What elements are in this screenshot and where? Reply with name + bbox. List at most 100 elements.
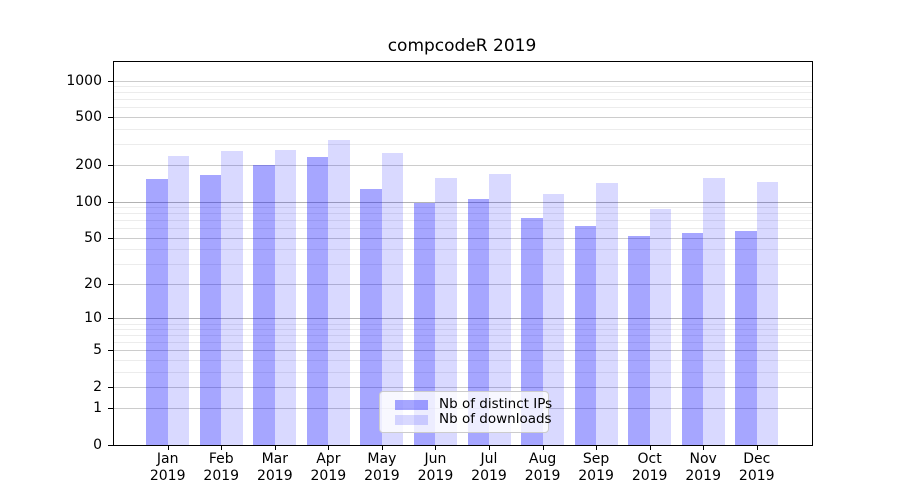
y-gridline bbox=[114, 117, 812, 119]
x-tick-year: 2019 bbox=[149, 468, 186, 484]
x-axis-tick bbox=[274, 445, 276, 450]
x-tick-year: 2019 bbox=[364, 468, 400, 484]
y-tick-label: 2 bbox=[93, 379, 102, 396]
x-tick-month: Sep bbox=[582, 451, 610, 467]
legend-item-distinct-ips: Nb of distinct IPs bbox=[395, 397, 552, 411]
x-tick-month: Aug bbox=[528, 451, 557, 467]
legend-item-downloads: Nb of downloads bbox=[395, 412, 552, 426]
y-tick-label: 200 bbox=[75, 157, 102, 174]
y-gridline-minor bbox=[114, 128, 812, 130]
y-tick-label: 5 bbox=[93, 342, 102, 359]
y-gridline-minor bbox=[114, 92, 812, 94]
bar-distinct-ips bbox=[413, 202, 436, 445]
y-gridline-minor bbox=[114, 323, 812, 325]
y-tick-label: 500 bbox=[75, 109, 102, 126]
bar-downloads bbox=[167, 155, 190, 445]
y-axis-tick bbox=[108, 165, 114, 167]
bar-distinct-ips bbox=[735, 230, 757, 445]
x-axis-tick bbox=[756, 445, 758, 450]
y-gridline-minor bbox=[114, 360, 812, 362]
y-gridline bbox=[114, 201, 812, 203]
y-gridline-minor bbox=[114, 329, 812, 331]
chart-title: compcodeR 2019 bbox=[387, 36, 537, 56]
legend-swatch-distinct-ips bbox=[395, 399, 428, 410]
x-tick-month: May bbox=[367, 451, 397, 467]
x-axis-tick bbox=[542, 445, 544, 450]
y-tick-label: 50 bbox=[84, 229, 102, 246]
x-tick-month: Jun bbox=[424, 451, 447, 467]
y-gridline-minor bbox=[114, 335, 812, 337]
x-tick-label: Sep 2019 bbox=[578, 451, 614, 485]
bar-distinct-ips bbox=[574, 226, 597, 445]
x-tick-label: Jan 2019 bbox=[150, 451, 186, 485]
plot-area: 0 1 2 5 10 20 50 100 200 500 1000 Jan 2019 Feb 2019 Mar… bbox=[66, 61, 813, 484]
bar-downloads bbox=[596, 183, 618, 445]
y-gridline bbox=[114, 350, 812, 352]
x-axis-tick bbox=[167, 445, 169, 450]
y-gridline-minor bbox=[114, 371, 812, 373]
x-tick-month: Oct bbox=[637, 451, 662, 467]
x-tick-year: 2019 bbox=[738, 468, 775, 484]
bar-downloads bbox=[703, 177, 725, 445]
legend-label-distinct-ips: Nb of distinct IPs bbox=[439, 396, 553, 412]
y-gridline bbox=[114, 80, 812, 82]
x-tick-year: 2019 bbox=[310, 468, 347, 484]
bar-distinct-ips bbox=[521, 217, 543, 445]
y-gridline-minor bbox=[114, 342, 812, 344]
bar-distinct-ips bbox=[628, 235, 650, 445]
x-tick-month: Feb bbox=[208, 451, 234, 467]
bar-distinct-ips bbox=[146, 178, 168, 445]
legend: Nb of distinct IPs Nb of downloads bbox=[379, 391, 552, 433]
x-axis-tick bbox=[489, 445, 490, 450]
y-axis-tick bbox=[108, 408, 114, 410]
bar-downloads bbox=[274, 150, 297, 445]
y-gridline bbox=[114, 237, 812, 239]
x-axis-tick bbox=[328, 445, 330, 450]
y-axis-tick bbox=[108, 201, 114, 203]
y-gridline bbox=[114, 165, 812, 167]
bar-downloads bbox=[328, 139, 350, 445]
x-tick-month: Dec bbox=[743, 451, 771, 467]
bar-distinct-ips bbox=[681, 232, 704, 445]
x-tick-year: 2019 bbox=[524, 468, 561, 484]
y-gridline bbox=[114, 284, 812, 286]
x-axis-tick bbox=[649, 445, 651, 450]
y-axis-tick bbox=[108, 284, 114, 286]
x-tick-month: Jul bbox=[480, 451, 498, 467]
y-gridline bbox=[114, 387, 812, 389]
y-gridline bbox=[114, 318, 812, 320]
x-tick-label: Dec 2019 bbox=[739, 451, 775, 485]
y-axis-tick bbox=[108, 117, 114, 119]
x-tick-month: Jan bbox=[156, 451, 179, 467]
y-gridline-minor bbox=[114, 220, 812, 222]
y-gridline-minor bbox=[114, 249, 812, 251]
bar-distinct-ips bbox=[253, 164, 275, 445]
y-gridline-minor bbox=[114, 207, 812, 208]
y-axis-tick bbox=[108, 318, 114, 320]
y-tick-label: 0 bbox=[93, 437, 102, 453]
legend-label-downloads: Nb of downloads bbox=[439, 411, 552, 427]
bar-distinct-ips bbox=[360, 189, 382, 445]
x-axis-tick bbox=[703, 445, 705, 450]
x-tick-label: Jun 2019 bbox=[418, 451, 454, 485]
y-axis-tick bbox=[108, 237, 114, 239]
x-axis-tick bbox=[221, 445, 223, 450]
y-axis-tick bbox=[108, 445, 114, 446]
bar-distinct-ips bbox=[467, 199, 489, 445]
x-axis-tick bbox=[596, 445, 598, 450]
y-gridline-minor bbox=[114, 143, 812, 145]
bar-downloads bbox=[542, 193, 565, 445]
x-tick-label: Nov 2019 bbox=[685, 451, 721, 485]
y-gridline-minor bbox=[114, 228, 812, 230]
legend-swatch-downloads bbox=[395, 414, 428, 425]
y-gridline-minor bbox=[114, 213, 812, 215]
y-gridline-minor bbox=[114, 263, 812, 265]
bar-downloads bbox=[489, 174, 511, 445]
x-tick-label: Mar 2019 bbox=[257, 451, 293, 485]
x-tick-label: May 2019 bbox=[364, 451, 400, 485]
y-gridline-minor bbox=[114, 99, 812, 101]
x-tick-label: Aug 2019 bbox=[525, 451, 561, 485]
x-tick-year: 2019 bbox=[578, 468, 614, 484]
y-tick-label: 20 bbox=[84, 276, 102, 293]
